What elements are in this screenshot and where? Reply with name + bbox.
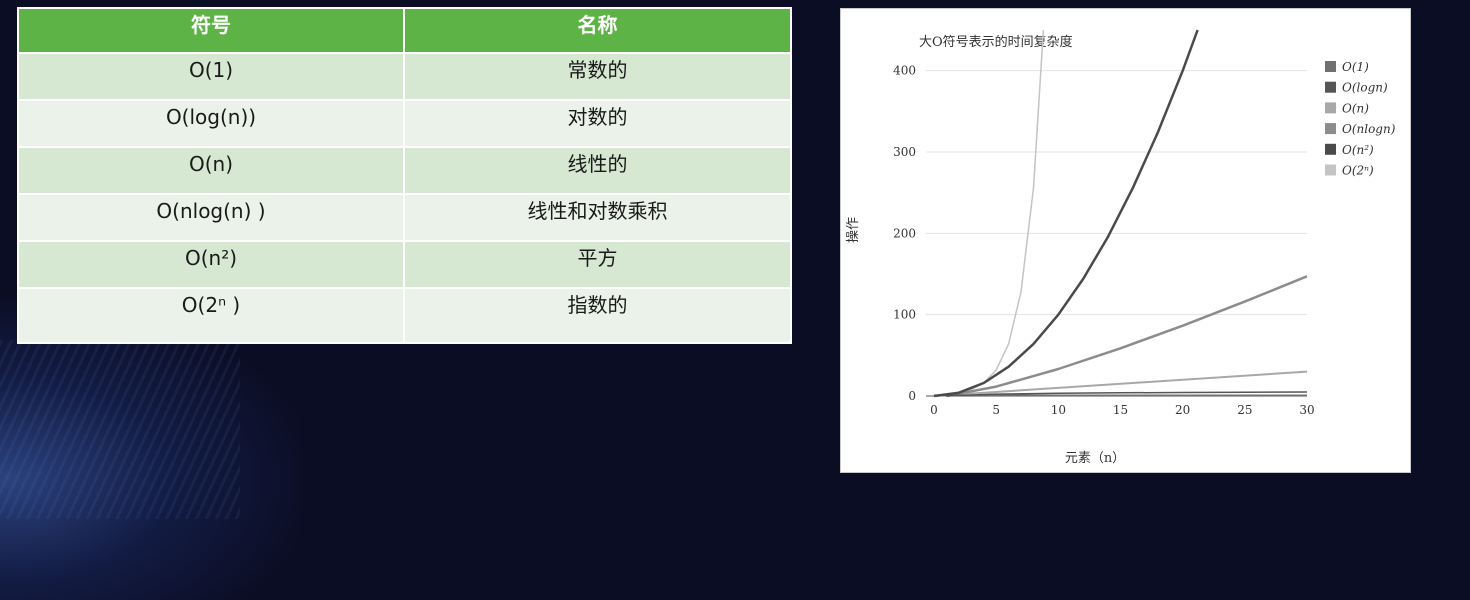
- legend-entry: O(nlogn): [1342, 122, 1396, 136]
- x-axis-label: 元素（n）: [1065, 451, 1125, 466]
- series-line: [946, 391, 1308, 397]
- cell-notation: O(n²): [17, 240, 405, 289]
- header-name: 名称: [403, 7, 792, 54]
- x-tick-label: 10: [1051, 403, 1066, 417]
- table-header-row: 符号 名称: [17, 7, 792, 54]
- table-row: O(1) 常数的: [17, 52, 792, 101]
- legend-swatch: [1325, 61, 1336, 72]
- cell-notation: O(nlog(n) ): [17, 193, 405, 242]
- x-tick-label: 30: [1299, 403, 1314, 417]
- legend-swatch: [1325, 81, 1336, 93]
- complexity-chart: 大O符号表示的时间复杂度 元素（n） 操作 0 100 200 300 400 0 5 10 1…: [845, 29, 1396, 466]
- table-row: O(2ⁿ ) 指数的: [17, 287, 792, 344]
- y-axis-label: 操作: [845, 217, 861, 243]
- legend-entry: O(n): [1342, 101, 1369, 115]
- chart-panel: 大O符号表示的时间复杂度 元素（n） 操作 0 100 200 300 400 0 5 10 1…: [840, 8, 1411, 473]
- x-tick-label: 0: [930, 403, 938, 417]
- cell-name: 指数的: [403, 287, 792, 344]
- x-tick-label: 15: [1113, 403, 1128, 417]
- table-row: O(log(n)) 对数的: [17, 99, 792, 148]
- y-tick-label: 100: [893, 308, 916, 322]
- legend-entry: O(2ⁿ): [1342, 164, 1374, 178]
- legend-swatch: [1325, 123, 1336, 135]
- y-tick-label: 300: [893, 145, 916, 159]
- table-row: O(nlog(n) ) 线性和对数乘积: [17, 193, 792, 242]
- series-line: [933, 29, 1199, 398]
- cell-notation: O(2ⁿ ): [17, 287, 405, 344]
- legend-entry: O(1): [1342, 60, 1369, 74]
- cell-name: 平方: [403, 240, 792, 289]
- cell-notation: O(1): [17, 52, 405, 101]
- legend-entry: O(n²): [1342, 143, 1374, 157]
- background-streaks: [0, 340, 240, 519]
- y-tick-label: 0: [908, 389, 916, 403]
- cell-name: 线性的: [403, 146, 792, 195]
- series-line: [946, 275, 1308, 398]
- series-line: [933, 370, 1308, 397]
- legend-swatch: [1325, 164, 1336, 176]
- cell-notation: O(n): [17, 146, 405, 195]
- cell-name: 线性和对数乘积: [403, 193, 792, 242]
- cell-name: 对数的: [403, 99, 792, 148]
- legend-swatch: [1325, 143, 1336, 155]
- table-row: O(n) 线性的: [17, 146, 792, 195]
- x-tick-label: 20: [1175, 403, 1190, 417]
- legend-entry: O(logn): [1342, 81, 1388, 95]
- cell-notation: O(log(n)): [17, 99, 405, 148]
- legend-swatch: [1325, 102, 1336, 114]
- x-tick-label: 25: [1237, 403, 1252, 417]
- complexity-table: 符号 名称 O(1) 常数的 O(log(n)) 对数的 O(n) 线性的 O(…: [17, 7, 792, 344]
- header-notation: 符号: [17, 7, 405, 54]
- series-line: [933, 29, 1045, 396]
- cell-name: 常数的: [403, 52, 792, 101]
- table-row: O(n²) 平方: [17, 240, 792, 289]
- x-tick-label: 5: [992, 403, 1000, 417]
- y-tick-label: 400: [893, 64, 916, 78]
- y-tick-label: 200: [893, 226, 916, 240]
- chart-title: 大O符号表示的时间复杂度: [919, 34, 1073, 50]
